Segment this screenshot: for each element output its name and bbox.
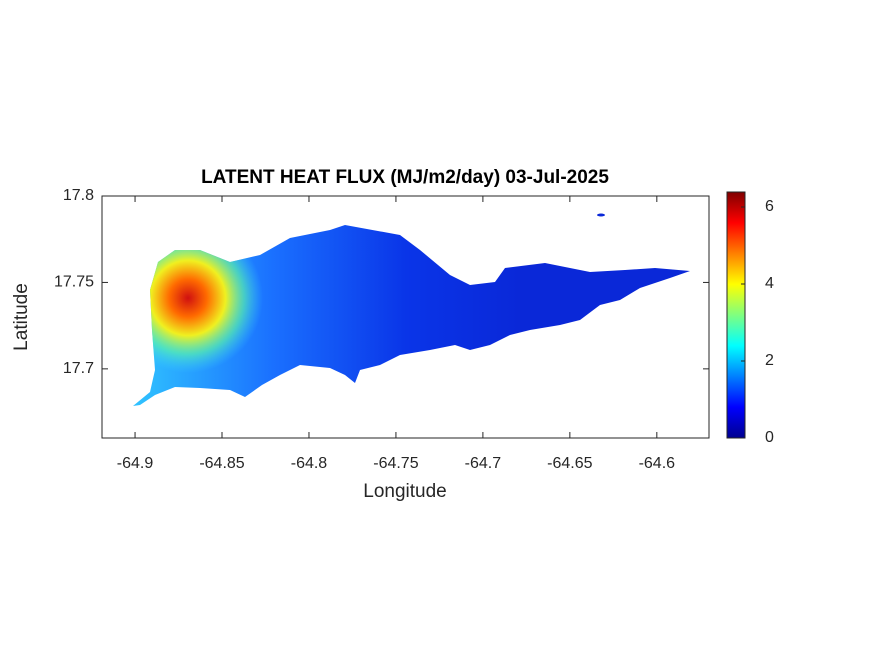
x-tick-label: -64.65 xyxy=(547,455,592,472)
y-tick-label: 17.75 xyxy=(54,274,94,291)
y-tick-label: 17.8 xyxy=(63,187,94,204)
x-tick-label: -64.9 xyxy=(117,455,154,472)
x-tick-label: -64.85 xyxy=(199,455,244,472)
x-tick-label: -64.75 xyxy=(373,455,418,472)
chart-title: LATENT HEAT FLUX (MJ/m2/day) 03-Jul-2025 xyxy=(201,167,609,188)
colorbar-tick-label: 6 xyxy=(765,198,774,215)
colorbar-tick-label: 4 xyxy=(765,275,774,292)
colorbar-tick-label: 2 xyxy=(765,352,774,369)
x-tick-label: -64.8 xyxy=(291,455,328,472)
x-axis-label: Longitude xyxy=(363,481,446,502)
colorbar-tick-label: 0 xyxy=(765,429,774,446)
y-tick-label: 17.7 xyxy=(63,360,94,377)
x-tick-label: -64.7 xyxy=(465,455,502,472)
colorbar xyxy=(726,191,746,439)
y-axis-label: Latitude xyxy=(11,283,32,351)
islet xyxy=(597,213,605,217)
x-tick-label: -64.6 xyxy=(639,455,676,472)
